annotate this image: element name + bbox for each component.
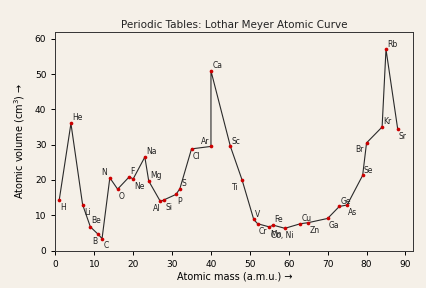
Point [207,69,214,73]
Point [157,199,164,204]
Text: He: He [72,113,83,122]
Text: Ne: Ne [134,182,145,191]
Text: Ga: Ga [329,221,340,230]
Point [383,47,389,52]
Text: V: V [255,210,260,219]
Text: Ti: Ti [232,183,239,192]
Point [266,225,273,229]
Text: Zn: Zn [309,226,320,234]
Point [227,144,234,149]
Text: Co, Ni: Co, Ni [271,231,294,240]
Text: Atomic volume (cm$^3$) →: Atomic volume (cm$^3$) → [12,83,27,199]
Point [250,217,257,222]
Text: C: C [103,241,109,251]
Point [114,187,121,192]
Text: Li: Li [84,208,90,217]
Point [270,223,276,228]
Point [141,155,148,159]
Point [207,144,214,149]
Point [379,125,386,129]
Point [99,236,106,241]
Text: Al: Al [153,204,160,213]
Point [56,197,63,202]
Point [161,197,168,202]
Text: S: S [181,179,186,188]
Text: N: N [101,168,107,177]
Text: As: As [348,208,357,217]
Point [95,232,101,237]
Point [145,179,152,183]
X-axis label: Atomic mass (a.m.u.) →: Atomic mass (a.m.u.) → [176,271,292,281]
Point [87,225,94,229]
Text: Sr: Sr [399,132,407,141]
Point [297,221,304,226]
Text: Si: Si [165,203,173,212]
Point [126,175,132,179]
Point [239,178,245,182]
Text: Rb: Rb [387,39,397,48]
Text: H: H [60,203,66,212]
Text: F: F [130,167,135,176]
Point [188,147,195,151]
Text: Ge: Ge [340,197,351,206]
Point [173,192,179,197]
Text: Se: Se [364,166,373,175]
Point [359,173,366,178]
Text: Br: Br [355,145,363,154]
Text: Fe: Fe [274,215,283,224]
Point [254,221,261,226]
Point [68,121,75,126]
Text: Cr: Cr [259,227,267,236]
Point [363,141,370,145]
Point [176,186,183,191]
Text: Be: Be [92,216,101,226]
Point [394,126,401,131]
Title: Periodic Tables: Lothar Meyer Atomic Curve: Periodic Tables: Lothar Meyer Atomic Cur… [121,20,348,29]
Text: Mg: Mg [150,171,161,180]
Point [106,175,113,180]
Text: Ar: Ar [201,137,210,146]
Point [79,202,86,207]
Text: Sc: Sc [232,137,240,146]
Text: P: P [177,197,182,206]
Point [305,220,311,225]
Text: Ca: Ca [212,61,222,70]
Text: Na: Na [146,147,156,156]
Text: Cu: Cu [302,214,312,223]
Point [282,226,288,231]
Text: Kr: Kr [383,117,391,126]
Text: Mn: Mn [271,230,282,239]
Point [130,177,137,181]
Text: Cl: Cl [193,152,200,161]
Point [344,203,351,207]
Point [324,216,331,221]
Point [336,204,343,209]
Text: B: B [92,237,98,246]
Text: O: O [119,192,125,201]
